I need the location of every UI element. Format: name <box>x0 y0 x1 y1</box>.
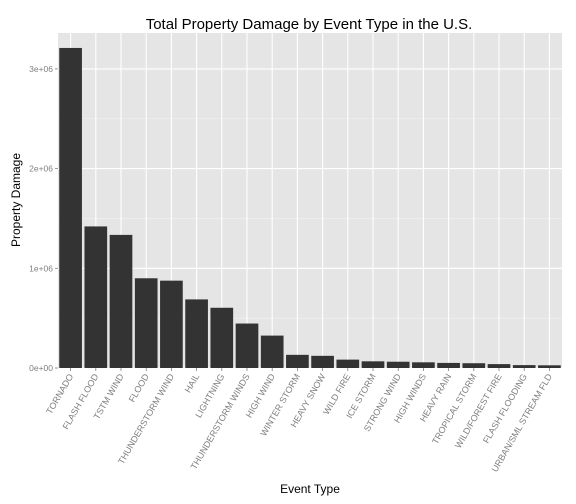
plot-panel <box>58 33 562 368</box>
bar <box>286 354 309 368</box>
y-tick-label: 3e+06 <box>29 64 53 74</box>
bar <box>134 278 158 368</box>
bar <box>412 362 435 368</box>
y-axis: 0e+00 1e+06 2e+06 3e+06 <box>29 64 58 373</box>
bar <box>361 361 385 368</box>
bar <box>538 365 561 368</box>
x-tick-label: THUNDERSTORM WIND <box>116 372 176 466</box>
bar <box>437 362 460 368</box>
bar <box>512 365 536 368</box>
bar <box>84 226 108 368</box>
x-tick-label: WILD/FOREST FIRE <box>453 372 504 450</box>
y-tick-label: 1e+06 <box>29 263 53 273</box>
y-axis-title: Property Damage <box>9 153 23 247</box>
bar <box>235 323 259 368</box>
bar <box>260 335 284 368</box>
bar <box>462 363 486 368</box>
bar <box>109 234 133 368</box>
bar <box>185 299 208 368</box>
chart-title: Total Property Damage by Event Type in t… <box>146 16 473 33</box>
bar <box>210 307 234 368</box>
bars <box>59 47 561 369</box>
y-tick-label: 0e+00 <box>29 363 53 373</box>
x-tick-label: HAIL <box>183 372 202 394</box>
x-axis-title: Event Type <box>280 482 340 496</box>
bar <box>311 355 334 368</box>
bar <box>336 359 360 368</box>
bar <box>59 47 82 369</box>
bar <box>160 280 183 368</box>
y-tick-label: 2e+06 <box>29 164 53 174</box>
bar <box>487 364 511 368</box>
x-tick-label: FLOOD <box>127 372 151 404</box>
bar <box>386 361 410 368</box>
